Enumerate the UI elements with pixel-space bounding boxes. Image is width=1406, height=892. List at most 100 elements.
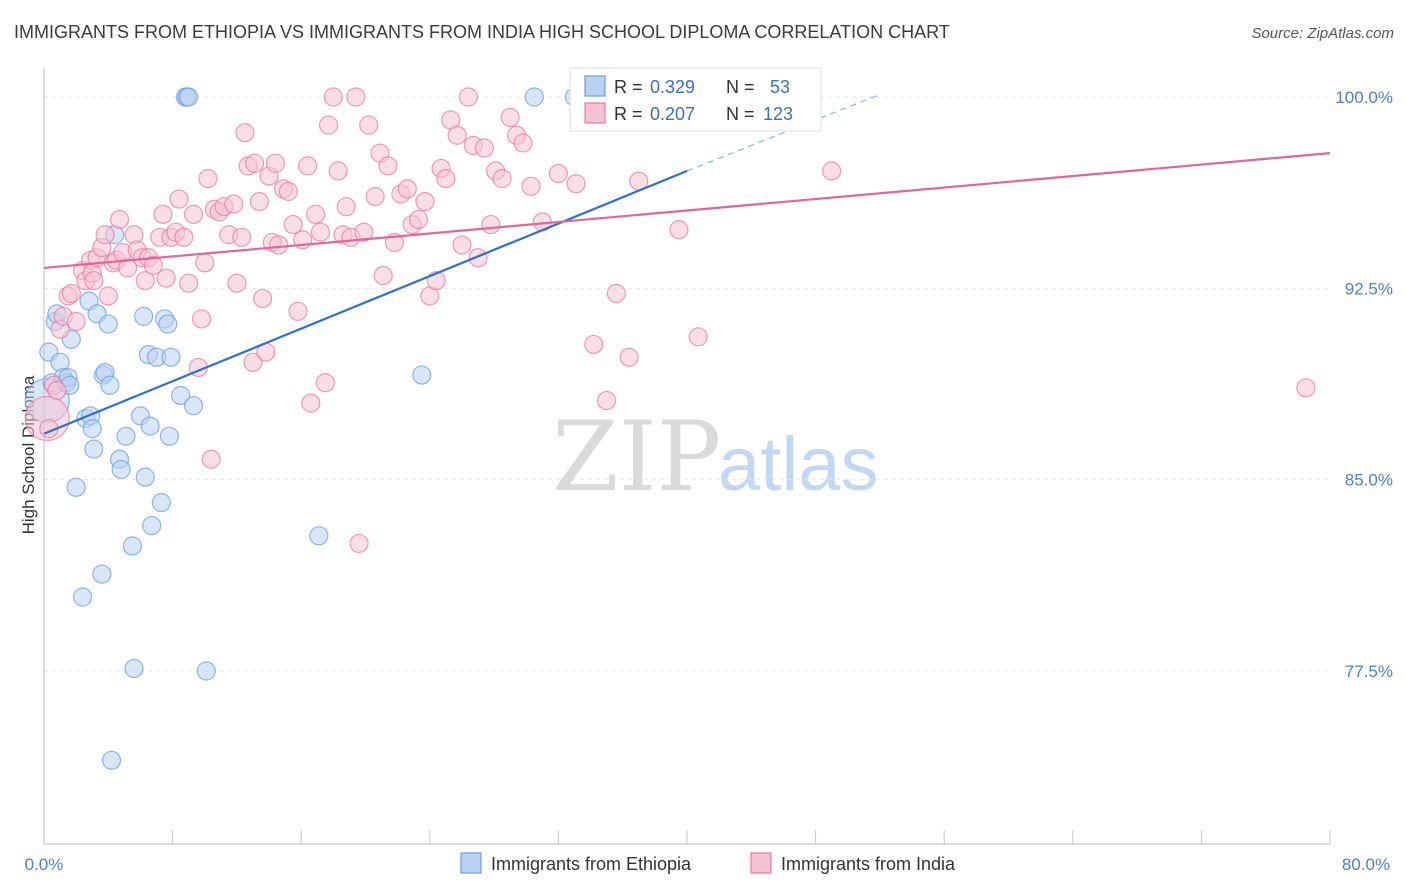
india-point [265, 153, 286, 173]
ethiopia-point [159, 426, 179, 446]
india-point [521, 176, 541, 196]
ethiopia-point [171, 385, 191, 406]
india-point [143, 255, 163, 275]
india-point [500, 107, 520, 128]
india-point [468, 248, 488, 268]
stats-legend: R = 0.329 N = 53 R = 0.207 N = 123 [569, 67, 822, 132]
india-point [349, 533, 369, 554]
india-point [47, 380, 67, 400]
india-point [283, 214, 303, 235]
x-tick-marks [172, 830, 1331, 844]
ethiopia-point [158, 314, 178, 334]
gridlines [44, 96, 1330, 672]
india-point [191, 309, 212, 329]
india-point [481, 214, 501, 235]
india-point [61, 283, 81, 304]
india-point [227, 273, 247, 293]
india-point [98, 286, 118, 306]
ethiopia-point [84, 439, 104, 459]
ethiopia-point [142, 515, 162, 536]
ethiopia-point [196, 661, 216, 681]
x-tick-label-min: 0.0% [25, 855, 64, 874]
india-point [373, 265, 393, 286]
ethiopia-point [140, 416, 160, 436]
bottom-legend-label-india: Immigrants from India [781, 854, 956, 874]
india-point [232, 227, 252, 247]
india-point [415, 191, 435, 212]
india-point [301, 393, 321, 413]
india-point [201, 449, 221, 469]
ethiopia-point [151, 493, 171, 513]
legend-n-label-ethiopia: N = [726, 77, 755, 97]
ethiopia-point [134, 306, 154, 326]
legend-r-label-india: R = [614, 104, 643, 124]
ethiopia-point [135, 467, 155, 487]
india-point [310, 222, 331, 242]
y-tick-label: 85.0% [1345, 471, 1393, 490]
india-point [249, 191, 270, 212]
india-point [244, 153, 265, 173]
india-point [669, 220, 689, 240]
ethiopia-point [524, 87, 544, 107]
legend-n-label-india: N = [726, 104, 755, 124]
ethiopia-point [101, 750, 122, 770]
watermark-atlas: atlas [718, 422, 879, 507]
india-point [298, 156, 318, 176]
ethiopia-point [161, 347, 181, 367]
trend-line-ethiopia [43, 169, 688, 435]
watermark-zip: ZIP [552, 401, 721, 513]
india-point [183, 204, 204, 224]
ethiopia-point [111, 459, 131, 480]
india-point [95, 225, 115, 245]
india-point [156, 268, 176, 288]
india-point [243, 352, 263, 372]
india-point [135, 271, 155, 291]
y-tick-labels: 77.5% 85.0% 92.5% 100.0% [1335, 88, 1393, 681]
india-point [278, 181, 298, 201]
ethiopia-point [98, 314, 118, 334]
ethiopia-point [100, 375, 120, 395]
india-point [1296, 378, 1316, 398]
ethiopia-point [183, 396, 204, 416]
trend-line-india [43, 152, 1331, 270]
trend-line-ethiopia-extension [686, 93, 881, 172]
ethiopia-point [82, 419, 102, 439]
india-point [328, 161, 348, 181]
india-point [606, 283, 626, 304]
india-point [288, 301, 308, 321]
ethiopia-point [92, 564, 112, 584]
india-point [584, 334, 604, 355]
legend-r-value-ethiopia: 0.329 [650, 77, 695, 97]
india-point [597, 390, 617, 411]
india-point [318, 115, 339, 135]
x-tick-label-max: 80.0% [1342, 855, 1390, 874]
india-point [84, 271, 104, 291]
india-point [253, 288, 273, 309]
india-point [169, 189, 189, 209]
india-point [492, 169, 512, 189]
india-point [315, 373, 335, 393]
india-point [458, 87, 478, 107]
india-point [179, 273, 199, 293]
india-point [346, 87, 366, 107]
ethiopia-point [116, 426, 136, 446]
ethiopia-point [412, 365, 432, 385]
series-legend: Immigrants from Ethiopia Immigrants from… [460, 852, 956, 874]
ethiopia-point [72, 587, 93, 607]
india-point [359, 115, 379, 135]
india-point [452, 235, 472, 255]
data-points [24, 87, 1316, 770]
india-point [323, 87, 343, 107]
india-point [336, 197, 356, 217]
india-point [224, 194, 244, 214]
india-point [109, 209, 130, 230]
ethiopia-point [179, 87, 199, 107]
ethiopia-point [309, 526, 329, 546]
legend-swatch-india [584, 102, 606, 124]
india-point [436, 169, 456, 189]
india-point [688, 327, 708, 347]
y-tick-label: 77.5% [1345, 662, 1393, 681]
india-point [66, 311, 86, 332]
y-tick-label: 100.0% [1335, 88, 1393, 107]
india-point [153, 204, 173, 224]
